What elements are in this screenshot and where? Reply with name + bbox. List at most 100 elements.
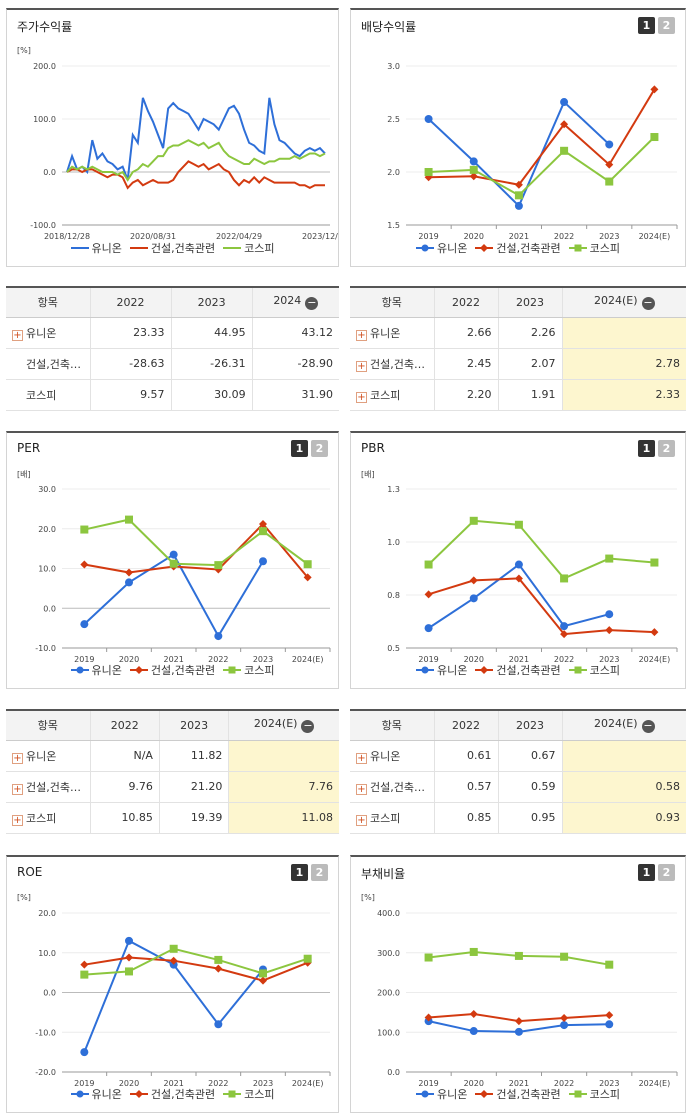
chart-legend: 유니온 건설,건축관련 코스피 [351, 1086, 685, 1102]
legend-item[interactable]: 유니온 [70, 1086, 122, 1102]
data-point [560, 630, 569, 639]
data-point [560, 574, 569, 583]
chart-tab-2[interactable]: 2 [311, 864, 328, 881]
collapse-icon[interactable]: − [301, 719, 315, 734]
column-header-year: 2023 [170, 287, 253, 318]
legend-item[interactable]: 코스피 [568, 1086, 620, 1102]
chart-title: 부채비율 [361, 867, 406, 881]
data-point [469, 1009, 478, 1018]
chart-tab-2[interactable]: 2 [658, 864, 675, 881]
data-point [469, 594, 478, 603]
y-tick-label: 10.0 [38, 949, 56, 958]
expand-icon[interactable]: + [356, 752, 367, 764]
legend-marker-icon [568, 1090, 587, 1098]
table-row: + 유니온 2.66 2.26 [350, 317, 686, 349]
legend-item[interactable]: 코스피 [223, 662, 274, 678]
data-point [605, 1011, 614, 1020]
legend-item[interactable]: 코스피 [568, 240, 620, 256]
row-name: + 코스피 [350, 802, 434, 834]
expand-icon[interactable]: + [356, 814, 367, 826]
row-label: 유니온 [370, 749, 401, 763]
chart-legend: 유니온 건설,건축관련 코스피 [7, 662, 338, 678]
chart-tab-2[interactable]: 2 [658, 17, 675, 34]
chart-tab-1[interactable]: 1 [638, 864, 655, 881]
legend-marker-icon [223, 666, 242, 674]
table-row: + 코스피 10.85 19.39 11.08 [6, 802, 339, 834]
data-point [80, 1048, 89, 1057]
series-line [84, 522, 309, 579]
y-tick-label: 2.5 [387, 115, 400, 124]
column-header-year: 2023 [497, 287, 562, 318]
y-tick-label: -100.0 [30, 221, 56, 230]
data-point [424, 115, 433, 123]
expand-icon[interactable]: + [356, 329, 367, 341]
table-cell: 0.67 [497, 740, 562, 772]
chart-tab-1[interactable]: 1 [638, 440, 655, 457]
data-point [514, 180, 523, 189]
legend-item[interactable]: 건설,건축관련 [475, 662, 561, 678]
legend-item[interactable]: 건설,건축관련 [475, 240, 561, 256]
legend-item[interactable]: 건설,건축관련 [129, 240, 215, 256]
collapse-icon[interactable]: − [305, 296, 319, 311]
row-label: 건설,건축… [26, 357, 81, 371]
legend-item[interactable]: 코스피 [568, 662, 620, 678]
chart-tab-1[interactable]: 1 [291, 864, 308, 881]
y-tick-label: 3.0 [387, 62, 400, 71]
legend-item[interactable]: 유니온 [416, 662, 467, 678]
legend-item[interactable]: 코스피 [223, 1086, 274, 1102]
x-tick-label: 2020 [119, 655, 139, 664]
expand-icon[interactable]: + [356, 360, 367, 372]
data-point [650, 133, 659, 142]
data-point [514, 201, 523, 210]
expand-icon[interactable]: + [12, 783, 23, 795]
series-line [66, 97, 326, 181]
expand-icon[interactable]: + [356, 783, 367, 795]
table-row: + 코스피 0.85 0.95 0.93 [350, 802, 686, 834]
legend-label: 코스피 [244, 664, 275, 677]
chart-tab-1[interactable]: 1 [291, 440, 308, 457]
legend-label: 유니온 [91, 242, 122, 255]
legend-item[interactable]: 유니온 [416, 1086, 467, 1102]
data-point [424, 168, 433, 176]
legend-item[interactable]: 유니온 [70, 240, 122, 256]
series-line [66, 160, 325, 190]
row-name: + 건설,건축… [350, 771, 434, 803]
data-point [259, 969, 267, 978]
x-tick-label: 2024(E) [639, 232, 671, 241]
expand-icon[interactable]: + [12, 329, 23, 341]
expand-icon[interactable]: + [12, 814, 23, 826]
collapse-icon[interactable]: − [641, 296, 655, 311]
x-tick-label: 2023/12/28 [302, 232, 338, 241]
chart-tab-1[interactable]: 1 [638, 17, 655, 34]
chart-tab-2[interactable]: 2 [311, 440, 328, 457]
y-tick-label: 10.0 [38, 565, 56, 574]
data-point [514, 520, 523, 529]
legend-item[interactable]: 건설,건축관련 [129, 662, 215, 678]
unit-label: [배] [361, 470, 375, 479]
expand-icon[interactable]: + [356, 391, 367, 403]
expand-icon [12, 358, 23, 369]
chart-tab-2[interactable]: 2 [658, 440, 675, 457]
legend-item[interactable]: 유니온 [70, 662, 122, 678]
column-header-year: 2024(E) − [561, 287, 686, 318]
legend-label: 코스피 [244, 1088, 275, 1101]
legend-marker-icon [223, 1090, 242, 1098]
legend-item[interactable]: 건설,건축관련 [129, 1086, 215, 1102]
collapse-icon[interactable]: − [641, 719, 655, 734]
data-point [650, 85, 659, 94]
legend-item[interactable]: 코스피 [223, 240, 274, 256]
x-tick-label: 2021 [509, 1079, 529, 1088]
legend-item[interactable]: 건설,건축관련 [475, 1086, 561, 1102]
legend-marker-icon [129, 247, 148, 249]
legend-marker-icon [475, 666, 494, 674]
legend-marker-icon [475, 244, 494, 252]
legend-label: 유니온 [437, 242, 468, 255]
column-header-year: 2024(E) − [228, 710, 339, 741]
y-tick-label: 100.0 [33, 115, 56, 124]
data-point [514, 951, 523, 960]
legend-item[interactable]: 유니온 [416, 240, 467, 256]
data-point [469, 172, 478, 181]
expand-icon[interactable]: + [12, 752, 23, 764]
